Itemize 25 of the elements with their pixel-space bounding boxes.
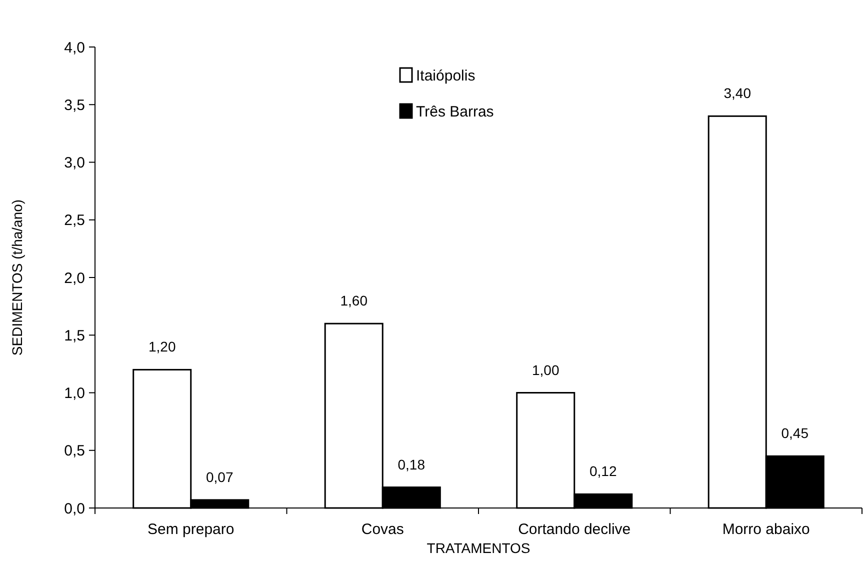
data-label: 1,00 bbox=[532, 362, 560, 378]
x-tick-label: Sem preparo bbox=[148, 521, 234, 538]
y-tick-label: 3,0 bbox=[64, 154, 85, 172]
y-tick-label: 1,5 bbox=[64, 327, 85, 344]
x-tick-label: Covas bbox=[361, 521, 404, 538]
data-label: 1,60 bbox=[340, 292, 368, 309]
data-label: 3,40 bbox=[724, 85, 752, 102]
y-axis-title: SEDIMENTOS (t/ha/ano) bbox=[9, 199, 25, 356]
y-tick-label: 1,0 bbox=[64, 385, 85, 402]
x-axis-title: TRATAMENTOS bbox=[426, 540, 530, 556]
data-label: 0,18 bbox=[398, 456, 426, 472]
y-tick-label: 0,5 bbox=[64, 442, 85, 460]
y-tick-label: 2,5 bbox=[64, 212, 85, 230]
x-tick-label: Morro abaixo bbox=[722, 521, 810, 538]
y-tick-label: 3,5 bbox=[64, 96, 85, 114]
legend-label: Três Barras bbox=[416, 103, 494, 120]
legend-label: Itaiópolis bbox=[416, 67, 476, 84]
data-label: 1,20 bbox=[148, 338, 176, 355]
data-label: 0,45 bbox=[781, 425, 809, 442]
y-tick-label: 4,0 bbox=[64, 39, 85, 56]
data-label: 0,07 bbox=[206, 468, 234, 485]
y-tick-label: 2,0 bbox=[64, 270, 85, 287]
y-tick-label: 0,0 bbox=[64, 500, 85, 518]
data-label: 0,12 bbox=[590, 463, 617, 480]
x-tick-label: Cortando declive bbox=[518, 521, 631, 538]
